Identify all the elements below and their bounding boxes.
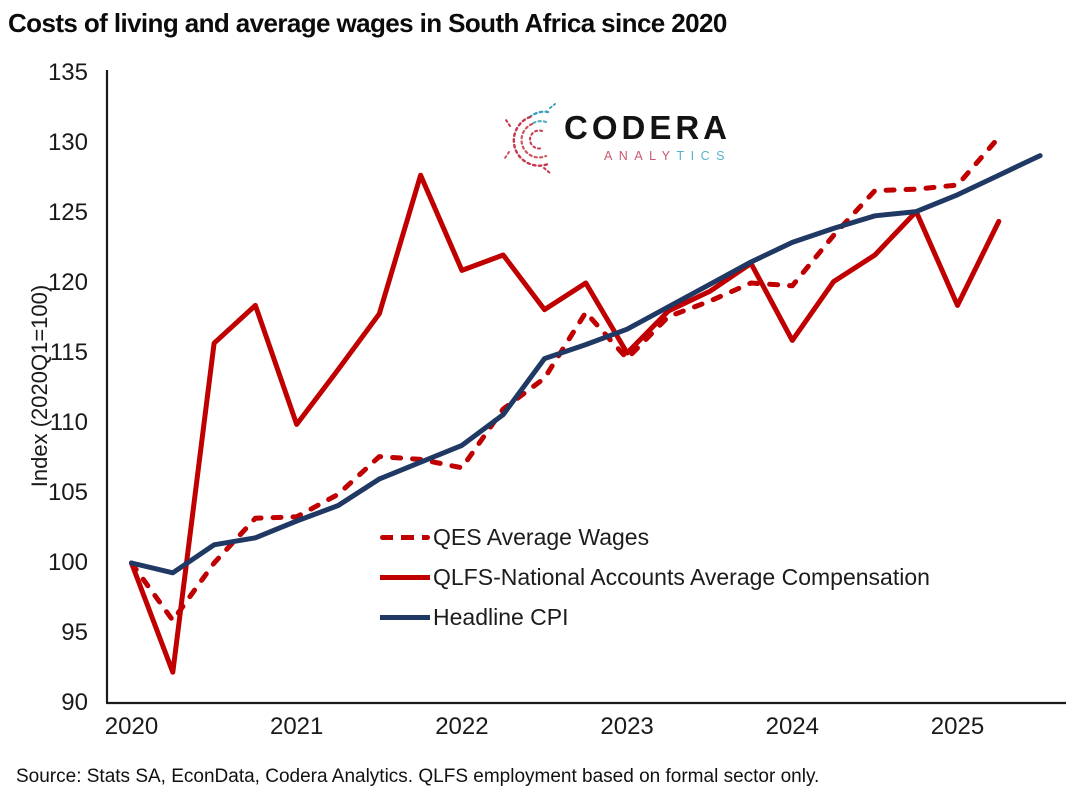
legend-label: QES Average Wages <box>433 523 650 550</box>
y-tick-135: 135 <box>47 59 88 86</box>
codera-logo-icon <box>504 103 556 174</box>
x-tick-2020: 2020 <box>104 713 159 740</box>
legend-sample-dashed-line <box>380 534 430 540</box>
series-qes-average-wages <box>129 134 1002 623</box>
x-tick-2023: 2023 <box>600 713 654 740</box>
chart-title: Costs of living and average wages in Sou… <box>8 8 727 38</box>
series-qlfs-national-accounts-average-compensation <box>129 172 1002 675</box>
y-tick-110: 110 <box>49 409 88 436</box>
legend-item-cpi: Headline CPI <box>380 597 930 637</box>
codera-logo-text: CODERA ANALYTICS <box>564 100 731 164</box>
y-tick-100: 100 <box>47 549 88 576</box>
y-tick-90: 90 <box>61 689 88 716</box>
legend-sample-solid-navy-line <box>380 614 430 620</box>
legend-item-qes: QES Average Wages <box>380 517 930 557</box>
legend-sample-solid-red-line <box>380 574 430 580</box>
legend-item-qlfs: QLFS-National Accounts Average Compensat… <box>380 557 930 597</box>
legend: QES Average Wages QLFS-National Accounts… <box>380 517 930 637</box>
y-tick-105: 105 <box>47 479 88 506</box>
x-tick-2022: 2022 <box>435 713 489 740</box>
logo-subtitle-right: TICS <box>676 149 732 163</box>
logo-wordmark: CODERA <box>564 109 732 146</box>
logo-subtitle: ANALYTICS <box>604 148 731 164</box>
legend-label: Headline CPI <box>433 603 569 630</box>
legend-label: QLFS-National Accounts Average Compensat… <box>433 563 930 590</box>
x-tick-2025: 2025 <box>930 713 985 740</box>
source-note: Source: Stats SA, EconData, Codera Analy… <box>16 766 820 787</box>
y-tick-115: 115 <box>49 339 88 366</box>
y-tick-95: 95 <box>61 619 88 646</box>
y-tick-120: 120 <box>47 269 88 296</box>
codera-logo: CODERA ANALYTICS <box>504 100 731 178</box>
logo-subtitle-left: ANALY <box>603 149 677 163</box>
x-tick-2024: 2024 <box>765 713 819 740</box>
y-tick-130: 130 <box>47 129 88 156</box>
y-tick-125: 125 <box>47 199 88 226</box>
series-headline-cpi <box>129 153 1043 576</box>
x-tick-2021: 2021 <box>269 713 324 740</box>
